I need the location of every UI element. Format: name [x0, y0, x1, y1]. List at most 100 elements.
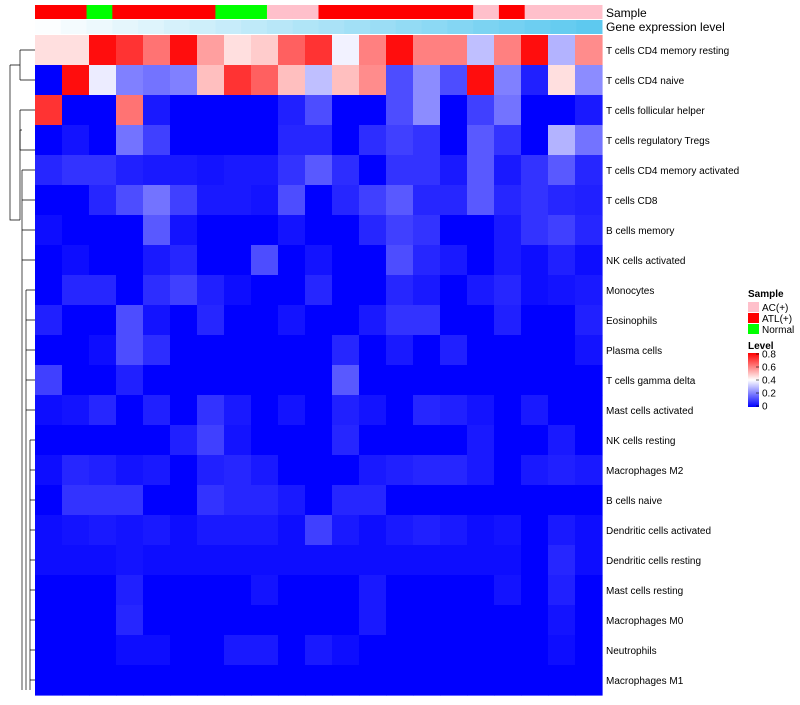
heatmap-cell — [413, 515, 441, 546]
heatmap-cell — [35, 395, 63, 426]
legend-level-tick-label: 0.8 — [762, 350, 776, 361]
heatmap-cell — [413, 245, 441, 276]
heatmap-cell — [575, 605, 603, 636]
heatmap-cell — [332, 65, 360, 96]
heatmap-cell — [467, 275, 495, 306]
heatmap-cell — [494, 335, 522, 366]
row-label: NK cells activated — [606, 256, 685, 267]
heatmap-cell — [89, 545, 117, 576]
heatmap-cell — [440, 545, 468, 576]
heatmap-cell — [575, 365, 603, 396]
sample-annotation-cell — [35, 5, 62, 19]
heatmap-cell — [143, 215, 171, 246]
heatmap-cell — [413, 365, 441, 396]
heatmap-cell — [359, 545, 387, 576]
heatmap-cell — [35, 635, 63, 666]
heatmap-cell — [575, 425, 603, 456]
heatmap-cell — [332, 125, 360, 156]
heatmap-cell — [143, 665, 171, 696]
heatmap-cell — [170, 215, 198, 246]
heatmap-cell — [143, 515, 171, 546]
heatmap-cell — [251, 395, 279, 426]
heatmap-cell — [575, 35, 603, 66]
legend-level-tick-label: 0 — [762, 402, 768, 413]
heatmap-cell — [143, 275, 171, 306]
heatmap-cell — [359, 575, 387, 606]
heatmap-cell — [278, 245, 306, 276]
heatmap-cell — [197, 665, 225, 696]
heatmap-cell — [359, 305, 387, 336]
heatmap-cell — [386, 305, 414, 336]
heatmap-cell — [521, 275, 549, 306]
row-label: Dendritic cells resting — [606, 556, 701, 567]
heatmap-cell — [62, 185, 90, 216]
sample-annotation-cell — [576, 5, 603, 19]
heatmap-cell — [521, 455, 549, 486]
sample-annotation-cell — [498, 5, 526, 19]
gene-level-annotation-cell — [498, 20, 526, 34]
heatmap-cell — [251, 245, 279, 276]
row-label: T cells CD4 memory resting — [606, 46, 729, 57]
heatmap-cell — [143, 35, 171, 66]
heatmap-cell — [440, 605, 468, 636]
heatmap-cell — [521, 365, 549, 396]
heatmap-cell — [332, 605, 360, 636]
heatmap-cell — [143, 635, 171, 666]
heatmap-cell — [116, 215, 144, 246]
heatmap-cell — [62, 125, 90, 156]
heatmap-cell — [548, 95, 576, 126]
heatmap-cell — [62, 665, 90, 696]
heatmap-cell — [197, 155, 225, 186]
heatmap-cell — [224, 485, 252, 516]
sample-annotation-cell — [266, 5, 294, 19]
heatmap-cell — [89, 275, 117, 306]
heatmap-cell — [494, 65, 522, 96]
heatmap-cell — [494, 485, 522, 516]
heatmap-cell — [305, 245, 333, 276]
heatmap-cell — [386, 335, 414, 366]
heatmap-cell — [251, 425, 279, 456]
heatmap-cell — [197, 545, 225, 576]
heatmap-cell — [62, 575, 90, 606]
heatmap-cell — [548, 635, 576, 666]
heatmap-cell — [521, 155, 549, 186]
heatmap-cell — [332, 425, 360, 456]
heatmap-cell — [359, 245, 387, 276]
heatmap-cell — [224, 35, 252, 66]
heatmap-cell — [35, 365, 63, 396]
heatmap-cell — [197, 95, 225, 126]
heatmap-cell — [548, 305, 576, 336]
heatmap-cell — [116, 365, 144, 396]
heatmap-cell — [251, 665, 279, 696]
heatmap-cell — [494, 545, 522, 576]
heatmap-cell — [359, 65, 387, 96]
heatmap-cell — [116, 605, 144, 636]
heatmap-cell — [440, 335, 468, 366]
legend-sample-label: Normal — [762, 325, 794, 336]
heatmap-cell — [278, 605, 306, 636]
heatmap-cell — [251, 305, 279, 336]
legend-level-tick-label: 0.2 — [762, 389, 776, 400]
heatmap-cell — [170, 635, 198, 666]
heatmap-cell — [575, 275, 603, 306]
heatmap-cell — [278, 395, 306, 426]
heatmap-cell — [440, 95, 468, 126]
heatmap-cell — [494, 395, 522, 426]
row-label: B cells memory — [606, 226, 674, 237]
heatmap-cell — [170, 605, 198, 636]
gene-level-annotation-cell — [344, 20, 371, 34]
heatmap-cell — [440, 305, 468, 336]
sample-annotation-cell — [60, 5, 88, 19]
heatmap-cell — [116, 155, 144, 186]
heatmap-cell — [413, 35, 441, 66]
heatmap-cell — [89, 185, 117, 216]
row-label: Eosinophils — [606, 316, 657, 327]
heatmap-cell — [386, 665, 414, 696]
heatmap-cell — [413, 395, 441, 426]
sample-annotation-bar — [35, 5, 603, 19]
heatmap-cell — [89, 425, 117, 456]
heatmap-cell — [62, 425, 90, 456]
heatmap-cell — [494, 245, 522, 276]
heatmap-cell — [521, 545, 549, 576]
heatmap-cell — [35, 185, 63, 216]
